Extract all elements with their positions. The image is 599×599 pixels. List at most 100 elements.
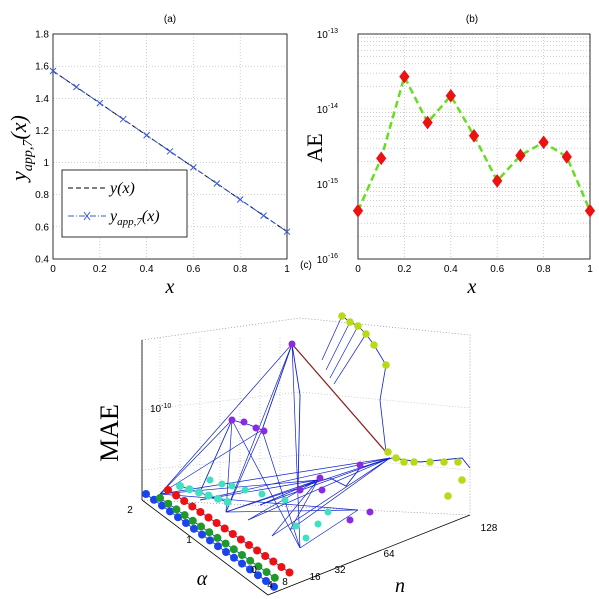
marker-point [188, 516, 197, 525]
marker-point [324, 508, 332, 516]
marker-point [362, 330, 370, 338]
marker-point [246, 565, 254, 574]
panel-c-ticks: 0 1 2 4 8 16 32 64 128 [127, 505, 498, 591]
marker-point [204, 513, 213, 522]
n-axis [267, 514, 471, 596]
data-point-x-marker [236, 196, 244, 203]
panel-a: (a) 0 0.2 0.4 0.6 0.8 1 0.4 0.6 0.8 1 1.2 1.4 1.6 1.8… [6, 14, 291, 298]
data-point-diamond [584, 203, 596, 218]
y-tick-label: 1 [43, 158, 49, 169]
data-point-diamond [561, 150, 572, 164]
data-point-diamond [445, 88, 456, 103]
marker-point [214, 542, 222, 551]
marker-point [254, 571, 262, 580]
panel-b-grid [357, 34, 591, 260]
marker-point [166, 507, 174, 516]
marker-point [188, 502, 197, 511]
marker-point [262, 568, 271, 577]
y-tick-label: 0.8 [35, 190, 49, 201]
data-point-diamond [468, 128, 480, 143]
y-tick-label: 10-13 [317, 28, 338, 41]
marker-point [356, 461, 364, 469]
mesh-line [225, 509, 359, 513]
marker-point [190, 524, 198, 533]
marker-point [410, 458, 418, 466]
x-tick-label: 0.6 [186, 264, 200, 275]
data-point-diamond [515, 148, 526, 163]
x-tick-label: 1 [587, 264, 593, 275]
x-tick-label: 0.8 [233, 264, 247, 275]
marker-point [195, 488, 203, 497]
panel-a-xlabel: x [165, 276, 175, 298]
panel-a-legend: y(x) yapp,7(x) [61, 169, 188, 238]
mesh-line [159, 343, 293, 495]
data-point-x-marker [96, 99, 104, 107]
marker-point [338, 312, 346, 320]
panel-b-series [352, 69, 596, 218]
marker-point [213, 533, 222, 542]
marker-point [252, 424, 260, 432]
data-point-diamond [352, 203, 364, 218]
y-tick-label: 1.2 [35, 126, 49, 137]
mesh-line [167, 489, 290, 573]
panel-b-ylabel: AE [302, 133, 327, 162]
data-point-x-marker [283, 228, 291, 236]
n-tick-label: 128 [481, 523, 498, 534]
marker-point [285, 568, 294, 577]
panel-b-ticks: 0 0.2 0.4 0.6 0.8 1 10-16 10-15 10-14 10-13 [317, 28, 593, 275]
marker-point [258, 490, 266, 498]
data-point-x-marker [213, 180, 221, 187]
marker-point [302, 534, 310, 542]
marker-point [164, 486, 172, 494]
panel-b-axes [357, 33, 591, 260]
mesh-line [329, 325, 359, 379]
x-tick-label: 0.8 [537, 264, 551, 275]
panel-c-zlabel: MAE [95, 404, 124, 462]
marker-point [316, 474, 324, 482]
data-point-x-marker [260, 212, 267, 219]
marker-point [346, 516, 354, 524]
legend-box [61, 169, 188, 238]
marker-point [240, 418, 248, 426]
marker-point [253, 546, 262, 555]
marker-point [172, 505, 181, 514]
marker-point [270, 582, 278, 591]
marker-point [238, 559, 246, 568]
data-point-x-marker [73, 83, 80, 91]
marker-point [426, 458, 434, 466]
marker-point [182, 519, 190, 527]
mesh-line [225, 429, 263, 513]
panel-c: (c) MAE 10-10 α n 0 1 2 4 8 16 32 64 128 [95, 260, 498, 597]
series-line-approx [52, 70, 288, 233]
data-point-x-marker [190, 164, 197, 171]
n-tick-label: 8 [282, 577, 288, 588]
marker-point [400, 458, 408, 466]
mesh-line [325, 321, 351, 371]
highlight-line [291, 343, 387, 453]
marker-point [176, 482, 184, 490]
data-point-x-marker [49, 67, 57, 75]
marker-point [241, 486, 249, 494]
x-tick-label: 0 [355, 264, 361, 275]
marker-point [270, 573, 279, 582]
marker-point [384, 448, 392, 456]
data-point-diamond [399, 69, 410, 84]
marker-point [150, 495, 158, 504]
marker-point [142, 490, 150, 498]
panel-b: (b) 0 0.2 0.4 0.6 0.8 1 10-16 10-15 10-14 10-13 A… [302, 14, 596, 298]
mesh-line [225, 419, 233, 513]
panel-c-ztick: 10-10 [150, 403, 171, 415]
mesh-line [159, 429, 263, 495]
mesh-line [299, 509, 359, 549]
marker-point [172, 491, 181, 500]
mesh-line [289, 457, 391, 531]
marker-point [212, 519, 221, 527]
mesh-line [289, 479, 319, 531]
marker-point [314, 520, 322, 528]
panel-c-3d-frame [141, 317, 471, 596]
marker-point [218, 480, 226, 488]
mesh-line [271, 479, 319, 537]
marker-point [174, 513, 182, 522]
marker-point [288, 340, 296, 348]
